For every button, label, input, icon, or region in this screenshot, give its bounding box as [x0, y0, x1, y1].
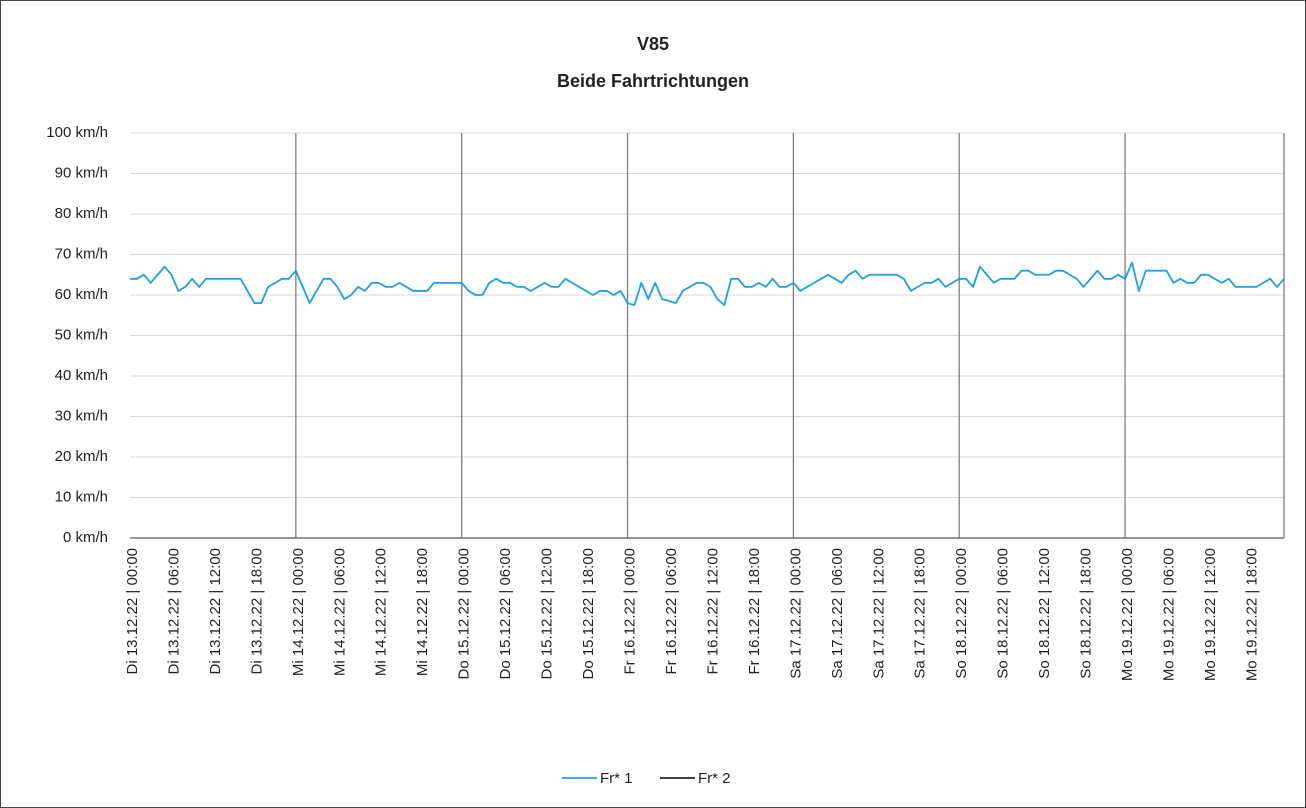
- x-tick-label: Mo 19.12.22 | 00:00: [1119, 548, 1136, 681]
- x-tick-label: Sa 17.12.22 | 06:00: [829, 548, 846, 679]
- x-tick-label: Fr 16.12.22 | 12:00: [704, 548, 721, 674]
- x-tick-label: So 18.12.22 | 18:00: [1078, 548, 1095, 679]
- legend-label: Fr* 2: [698, 770, 731, 787]
- y-tick-label: 30 km/h: [55, 407, 108, 424]
- series-line: [130, 261, 1285, 307]
- y-tick-label: 100 km/h: [46, 124, 108, 141]
- y-tick-label: 70 km/h: [55, 245, 108, 262]
- x-tick-label: Do 15.12.22 | 12:00: [539, 548, 556, 680]
- x-tick-label: Do 15.12.22 | 18:00: [580, 548, 597, 680]
- y-tick-label: 90 km/h: [55, 164, 108, 181]
- x-tick-label: Sa 17.12.22 | 00:00: [787, 548, 804, 679]
- x-tick-label: Di 13.12.22 | 06:00: [165, 548, 182, 675]
- x-tick-label: Mi 14.12.22 | 18:00: [414, 548, 431, 676]
- x-tick-label: Mo 19.12.22 | 06:00: [1160, 548, 1177, 681]
- x-tick-label: Mi 14.12.22 | 12:00: [373, 548, 390, 676]
- y-tick-label: 20 km/h: [55, 448, 108, 465]
- x-tick-label: Do 15.12.22 | 00:00: [456, 548, 473, 680]
- x-tick-label: Sa 17.12.22 | 12:00: [870, 548, 887, 679]
- chart-subtitle: Beide Fahrtrichtungen: [557, 71, 749, 91]
- x-tick-label: Fr 16.12.22 | 06:00: [663, 548, 680, 674]
- x-tick-label: Fr 16.12.22 | 18:00: [746, 548, 763, 674]
- y-tick-label: 40 km/h: [55, 367, 108, 384]
- legend-label: Fr* 1: [600, 770, 633, 787]
- x-tick-label: So 18.12.22 | 06:00: [995, 548, 1012, 679]
- x-tick-label: Do 15.12.22 | 06:00: [497, 548, 514, 680]
- x-tick-label: Sa 17.12.22 | 18:00: [912, 548, 929, 679]
- y-tick-label: 60 km/h: [55, 286, 108, 303]
- x-tick-label: Fr 16.12.22 | 00:00: [622, 548, 639, 674]
- y-tick-label: 10 km/h: [55, 488, 108, 505]
- x-tick-label: Mo 19.12.22 | 12:00: [1202, 548, 1219, 681]
- x-tick-label: Di 13.12.22 | 12:00: [207, 548, 224, 675]
- chart-title: V85: [637, 34, 669, 54]
- y-tick-label: 80 km/h: [55, 205, 108, 222]
- x-tick-label: Mi 14.12.22 | 06:00: [331, 548, 348, 676]
- x-tick-label: Di 13.12.22 | 18:00: [248, 548, 265, 675]
- y-tick-label: 50 km/h: [55, 326, 108, 343]
- x-tick-label: Mi 14.12.22 | 00:00: [290, 548, 307, 676]
- x-tick-label: So 18.12.22 | 00:00: [953, 548, 970, 679]
- x-tick-label: So 18.12.22 | 12:00: [1036, 548, 1053, 679]
- y-tick-label: 0 km/h: [63, 529, 108, 546]
- x-tick-label: Mo 19.12.22 | 18:00: [1243, 548, 1260, 681]
- x-tick-label: Di 13.12.22 | 00:00: [124, 548, 141, 675]
